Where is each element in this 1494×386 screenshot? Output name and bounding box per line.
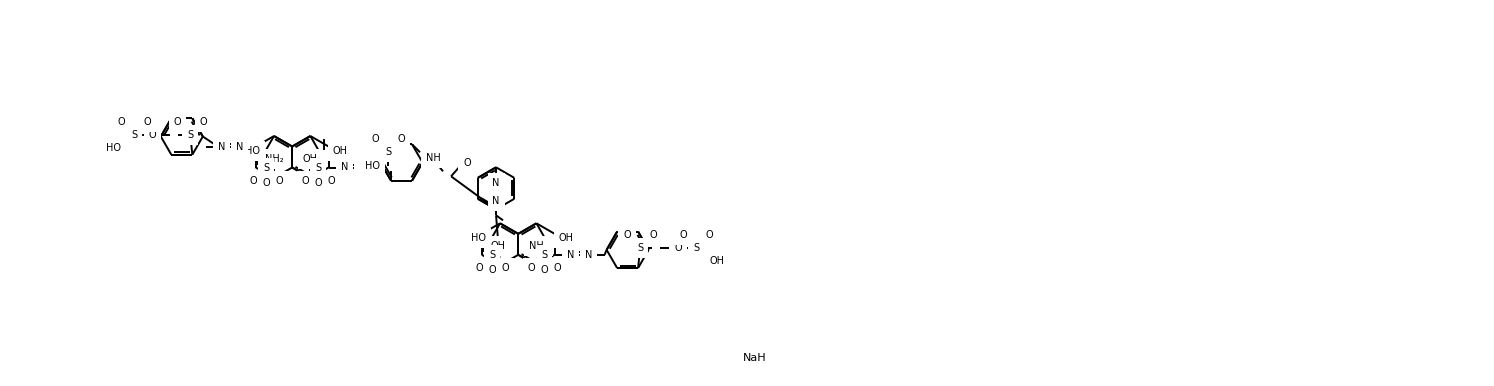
Text: O: O bbox=[148, 130, 157, 140]
Text: O: O bbox=[118, 117, 125, 127]
Text: HO: HO bbox=[106, 143, 121, 153]
Text: NH₂: NH₂ bbox=[264, 154, 284, 164]
Text: O: O bbox=[475, 263, 483, 273]
Text: O: O bbox=[143, 117, 151, 127]
Text: O: O bbox=[674, 243, 681, 253]
Text: O: O bbox=[249, 176, 257, 186]
Text: N: N bbox=[218, 142, 226, 151]
Text: S: S bbox=[541, 250, 547, 260]
Text: O: O bbox=[489, 265, 496, 275]
Text: OH: OH bbox=[559, 233, 574, 243]
Text: NaH: NaH bbox=[743, 353, 766, 363]
Text: O: O bbox=[327, 176, 335, 186]
Text: S: S bbox=[636, 243, 644, 253]
Text: O: O bbox=[705, 230, 713, 240]
Text: S: S bbox=[263, 163, 269, 173]
Text: O: O bbox=[315, 178, 323, 188]
Text: O: O bbox=[623, 230, 630, 240]
Text: O: O bbox=[650, 230, 657, 240]
Text: O: O bbox=[371, 134, 379, 144]
Text: O: O bbox=[680, 230, 687, 240]
Text: N: N bbox=[341, 163, 348, 173]
Text: O: O bbox=[397, 134, 405, 144]
Text: O: O bbox=[200, 117, 208, 127]
Text: OH: OH bbox=[490, 241, 505, 251]
Text: NH: NH bbox=[426, 153, 441, 163]
Text: HO: HO bbox=[245, 146, 260, 156]
Text: HO: HO bbox=[471, 233, 486, 243]
Text: O: O bbox=[527, 263, 535, 273]
Text: O: O bbox=[173, 117, 181, 127]
Text: N: N bbox=[359, 163, 366, 173]
Text: S: S bbox=[131, 130, 137, 140]
Text: OH: OH bbox=[332, 146, 348, 156]
Text: O: O bbox=[261, 178, 270, 188]
Text: N: N bbox=[493, 196, 500, 206]
Text: N: N bbox=[236, 142, 244, 151]
Text: O: O bbox=[275, 176, 282, 186]
Text: O: O bbox=[554, 263, 562, 273]
Text: OH: OH bbox=[303, 154, 318, 164]
Text: O: O bbox=[502, 263, 509, 273]
Text: O: O bbox=[302, 176, 309, 186]
Text: S: S bbox=[187, 130, 193, 140]
Text: HO: HO bbox=[365, 161, 379, 171]
Text: OH: OH bbox=[710, 256, 725, 266]
Text: S: S bbox=[693, 243, 699, 253]
Text: N: N bbox=[493, 178, 500, 188]
Text: S: S bbox=[315, 163, 321, 173]
Text: O: O bbox=[463, 158, 471, 168]
Text: S: S bbox=[489, 250, 495, 260]
Text: N: N bbox=[566, 250, 574, 260]
Text: N: N bbox=[586, 250, 592, 260]
Text: NH₂: NH₂ bbox=[529, 241, 548, 251]
Text: S: S bbox=[385, 147, 391, 157]
Text: O: O bbox=[541, 265, 548, 275]
